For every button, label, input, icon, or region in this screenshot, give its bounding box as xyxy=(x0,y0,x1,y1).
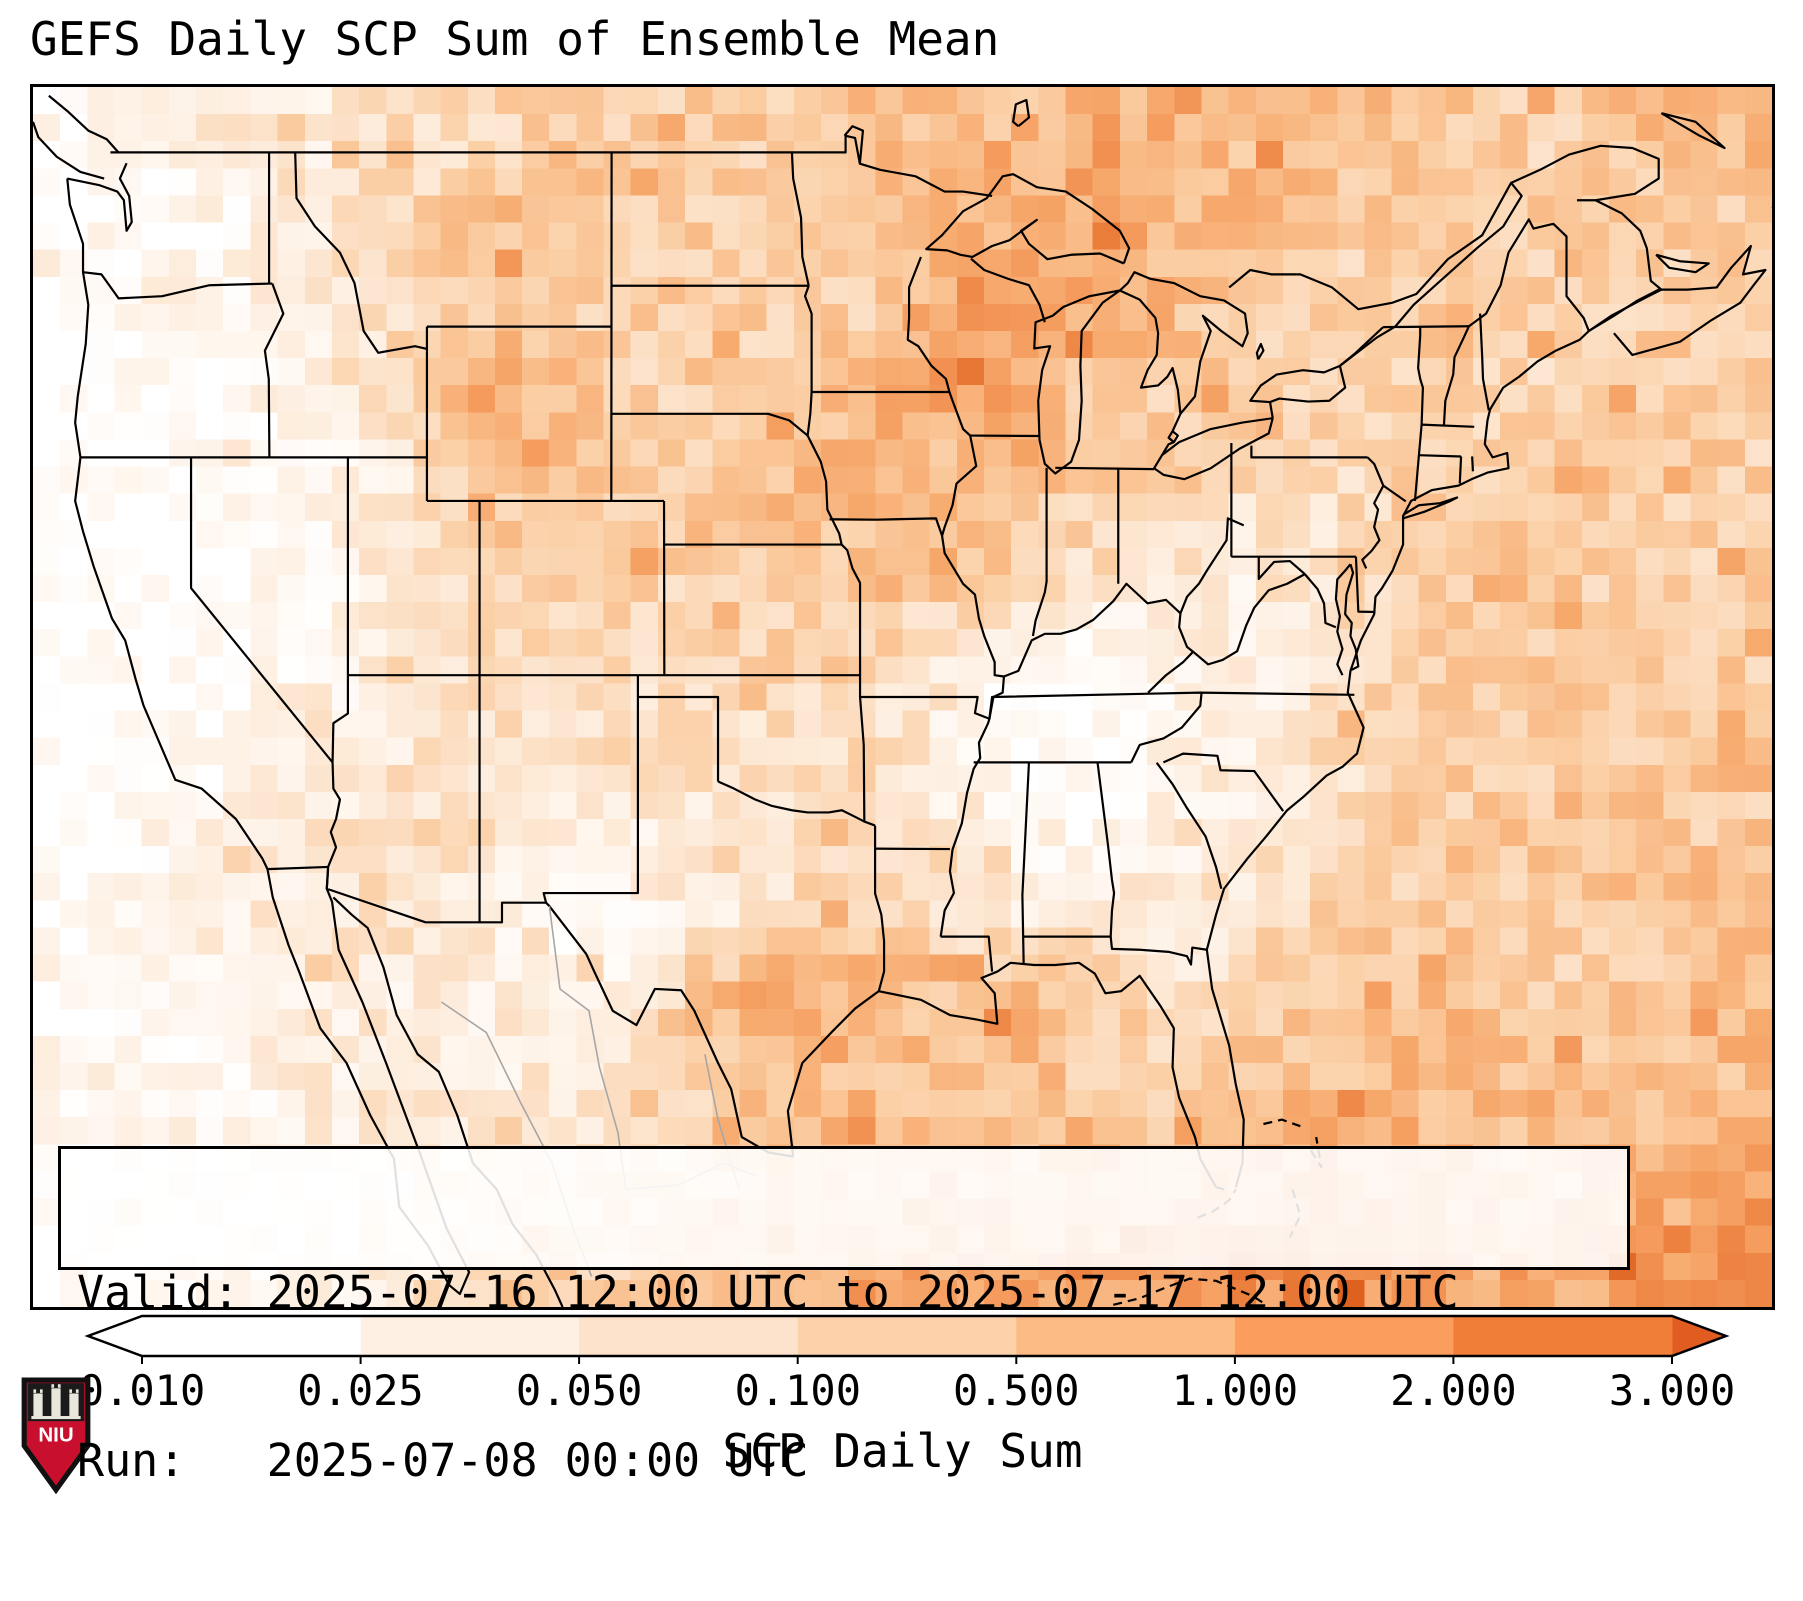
figure-title: GEFS Daily SCP Sum of Ensemble Mean xyxy=(30,12,1000,66)
map-panel xyxy=(30,84,1775,1310)
niu-logo-text: NIU xyxy=(38,1424,73,1447)
niu-logo: NIU xyxy=(21,1377,91,1494)
colorbar-tick-label: 0.100 xyxy=(734,1366,862,1415)
run-line: Run: 2025-07-08 00:00 UTC xyxy=(77,1434,809,1487)
colorbar-tick-label: 3.000 xyxy=(1608,1366,1736,1415)
scp-heatmap-map xyxy=(33,87,1772,1307)
colorbar-tick-label: 0.025 xyxy=(297,1366,424,1415)
colorbar-ticks: 0.010 0.025 0.050 0.100 0.500 1.000 2.00… xyxy=(30,1366,1775,1415)
colorbar-tick-label: 0.010 xyxy=(78,1366,206,1415)
colorbar-tick-label: 2.000 xyxy=(1390,1366,1517,1415)
colorbar-tick-label: 1.000 xyxy=(1171,1366,1299,1415)
colorbar xyxy=(84,1314,1730,1364)
castle-icon xyxy=(31,1384,81,1420)
valid-line: Valid: 2025-07-16 12:00 UTC to 2025-07-1… xyxy=(77,1266,1459,1319)
info-box: Valid: 2025-07-16 12:00 UTC to 2025-07-1… xyxy=(58,1146,1630,1487)
colorbar-tick-label: 0.050 xyxy=(515,1366,643,1415)
colorbar-tick-label: 0.500 xyxy=(953,1366,1080,1415)
colorbar-label: SCP Daily Sum xyxy=(722,1424,1083,1478)
